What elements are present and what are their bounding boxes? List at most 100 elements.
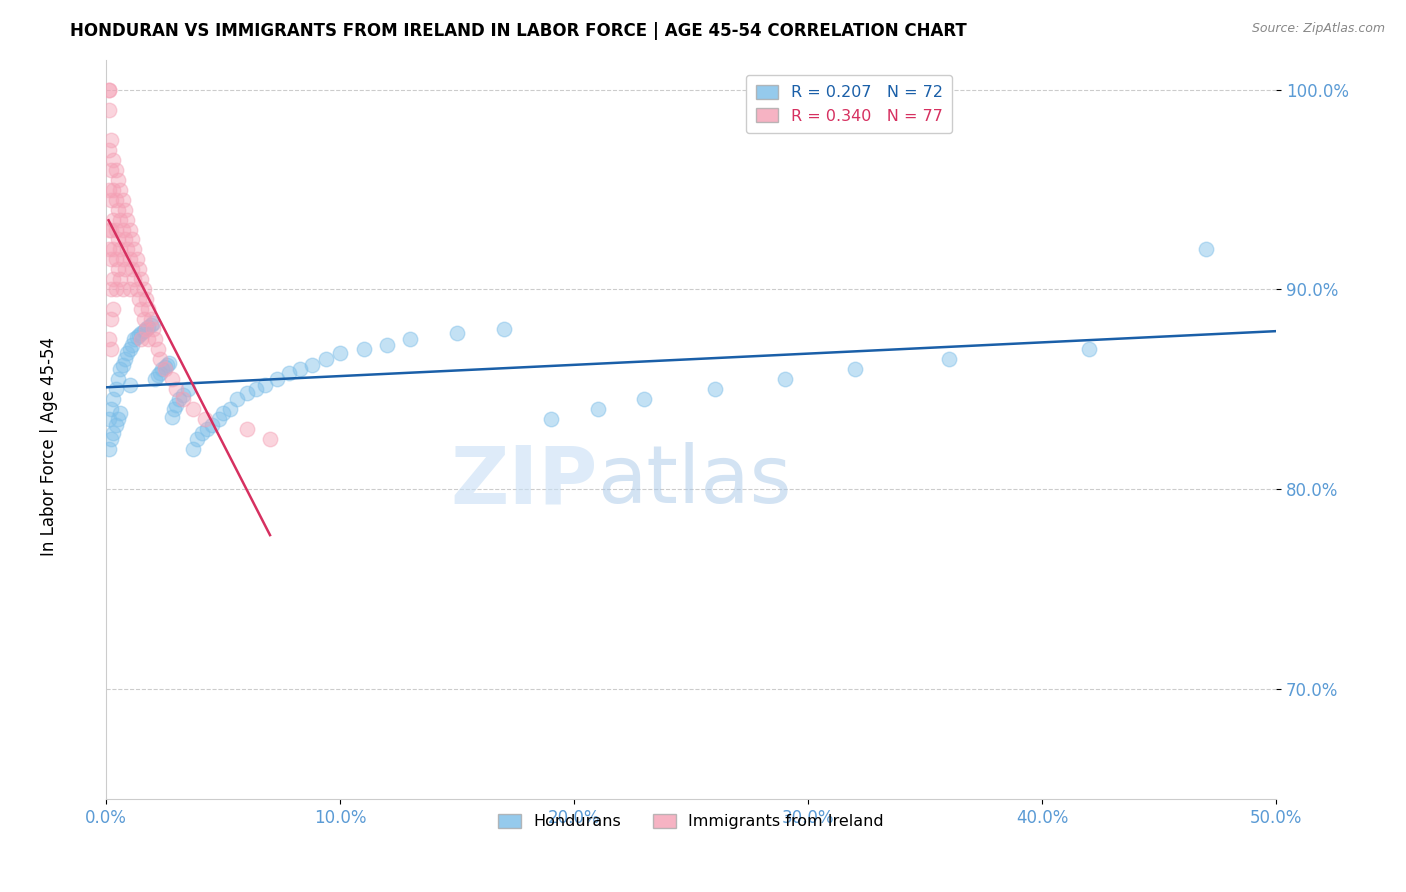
- Point: [165, 398, 187, 412]
- Point: [128, 293, 150, 307]
- Point: [1077, 343, 1099, 357]
- Point: [125, 252, 148, 267]
- Point: [103, 243, 125, 257]
- Point: [153, 360, 176, 375]
- Point: [100, 252, 122, 267]
- Point: [399, 333, 422, 347]
- Point: [132, 325, 155, 339]
- Point: [97, 82, 120, 96]
- Point: [100, 402, 122, 417]
- Point: [131, 326, 153, 341]
- Point: [165, 383, 187, 397]
- Point: [146, 368, 169, 383]
- Point: [97, 143, 120, 157]
- Point: [111, 193, 134, 207]
- Text: Source: ZipAtlas.com: Source: ZipAtlas.com: [1251, 22, 1385, 36]
- Point: [100, 132, 122, 146]
- Point: [110, 362, 132, 376]
- Point: [110, 272, 132, 286]
- Text: In Labor Force | Age 45-54: In Labor Force | Age 45-54: [41, 336, 58, 556]
- Point: [254, 378, 277, 392]
- Point: [104, 193, 127, 207]
- Point: [844, 362, 866, 376]
- Point: [138, 333, 160, 347]
- Point: [104, 162, 127, 177]
- Point: [121, 262, 143, 277]
- Point: [135, 293, 157, 307]
- Point: [160, 372, 183, 386]
- Point: [138, 320, 160, 334]
- Point: [773, 372, 796, 386]
- Point: [124, 333, 146, 347]
- Point: [301, 359, 323, 373]
- Point: [114, 202, 136, 217]
- Text: atlas: atlas: [598, 442, 792, 520]
- Point: [135, 322, 157, 336]
- Point: [132, 283, 155, 297]
- Point: [111, 359, 134, 373]
- Point: [124, 243, 146, 257]
- Point: [153, 362, 176, 376]
- Point: [100, 433, 122, 447]
- Point: [118, 283, 141, 297]
- Point: [586, 402, 609, 417]
- Point: [100, 222, 122, 236]
- Point: [167, 392, 190, 407]
- Point: [125, 283, 148, 297]
- Point: [110, 182, 132, 196]
- Point: [110, 406, 132, 420]
- Point: [446, 326, 468, 341]
- Point: [139, 318, 162, 333]
- Point: [118, 343, 141, 357]
- Point: [142, 322, 165, 336]
- Point: [121, 338, 143, 352]
- Point: [186, 433, 208, 447]
- Point: [149, 352, 172, 367]
- Point: [97, 412, 120, 426]
- Point: [633, 392, 655, 407]
- Point: [235, 422, 257, 436]
- Point: [103, 212, 125, 227]
- Point: [118, 222, 141, 236]
- Point: [375, 338, 398, 352]
- Point: [118, 378, 141, 392]
- Point: [97, 182, 120, 196]
- Point: [492, 322, 515, 336]
- Point: [111, 283, 134, 297]
- Point: [163, 402, 186, 417]
- Point: [114, 232, 136, 246]
- Point: [181, 402, 204, 417]
- Point: [195, 422, 218, 436]
- Point: [100, 162, 122, 177]
- Point: [235, 386, 257, 401]
- Point: [160, 410, 183, 425]
- Point: [207, 412, 229, 426]
- Legend: Hondurans, Immigrants from Ireland: Hondurans, Immigrants from Ireland: [492, 807, 890, 836]
- Point: [104, 222, 127, 236]
- Point: [131, 272, 153, 286]
- Point: [117, 243, 139, 257]
- Point: [131, 333, 153, 347]
- Point: [103, 302, 125, 317]
- Point: [100, 193, 122, 207]
- Point: [104, 383, 127, 397]
- Text: HONDURAN VS IMMIGRANTS FROM IRELAND IN LABOR FORCE | AGE 45-54 CORRELATION CHART: HONDURAN VS IMMIGRANTS FROM IRELAND IN L…: [70, 22, 967, 40]
- Point: [703, 383, 725, 397]
- Point: [111, 222, 134, 236]
- Point: [114, 262, 136, 277]
- Point: [157, 356, 180, 370]
- Point: [125, 330, 148, 344]
- Point: [138, 302, 160, 317]
- Point: [128, 262, 150, 277]
- Point: [104, 252, 127, 267]
- Point: [104, 283, 127, 297]
- Point: [938, 352, 960, 367]
- Point: [97, 103, 120, 117]
- Point: [290, 362, 312, 376]
- Point: [131, 302, 153, 317]
- Point: [107, 372, 129, 386]
- Point: [277, 367, 299, 381]
- Point: [97, 333, 120, 347]
- Point: [107, 262, 129, 277]
- Point: [135, 322, 157, 336]
